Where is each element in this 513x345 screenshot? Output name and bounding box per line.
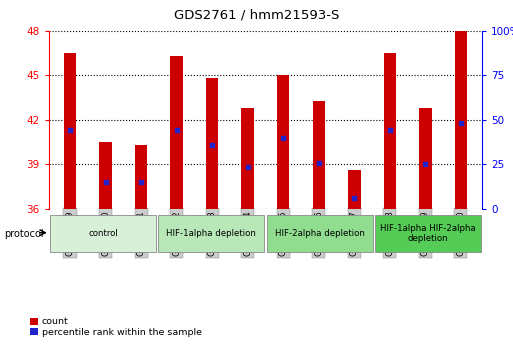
Bar [64,53,76,209]
FancyBboxPatch shape [267,216,373,252]
Bar [206,78,219,209]
Bar [170,56,183,209]
Bar [135,145,147,209]
Text: GDS2761 / hmm21593-S: GDS2761 / hmm21593-S [174,9,339,22]
Legend: count, percentile rank within the sample: count, percentile rank within the sample [30,317,202,337]
Bar [384,53,396,209]
Text: HIF-1alpha depletion: HIF-1alpha depletion [166,229,256,238]
FancyBboxPatch shape [158,216,264,252]
FancyBboxPatch shape [50,216,156,252]
Text: HIF-1alpha HIF-2alpha
depletion: HIF-1alpha HIF-2alpha depletion [380,224,476,244]
Bar [419,108,431,209]
Bar [348,170,361,209]
FancyBboxPatch shape [375,216,481,252]
Bar [242,108,254,209]
Text: control: control [88,229,118,238]
Text: protocol: protocol [4,229,44,238]
Bar [312,101,325,209]
Text: HIF-2alpha depletion: HIF-2alpha depletion [275,229,365,238]
Bar [277,76,289,209]
Bar [100,142,112,209]
Bar [455,31,467,209]
